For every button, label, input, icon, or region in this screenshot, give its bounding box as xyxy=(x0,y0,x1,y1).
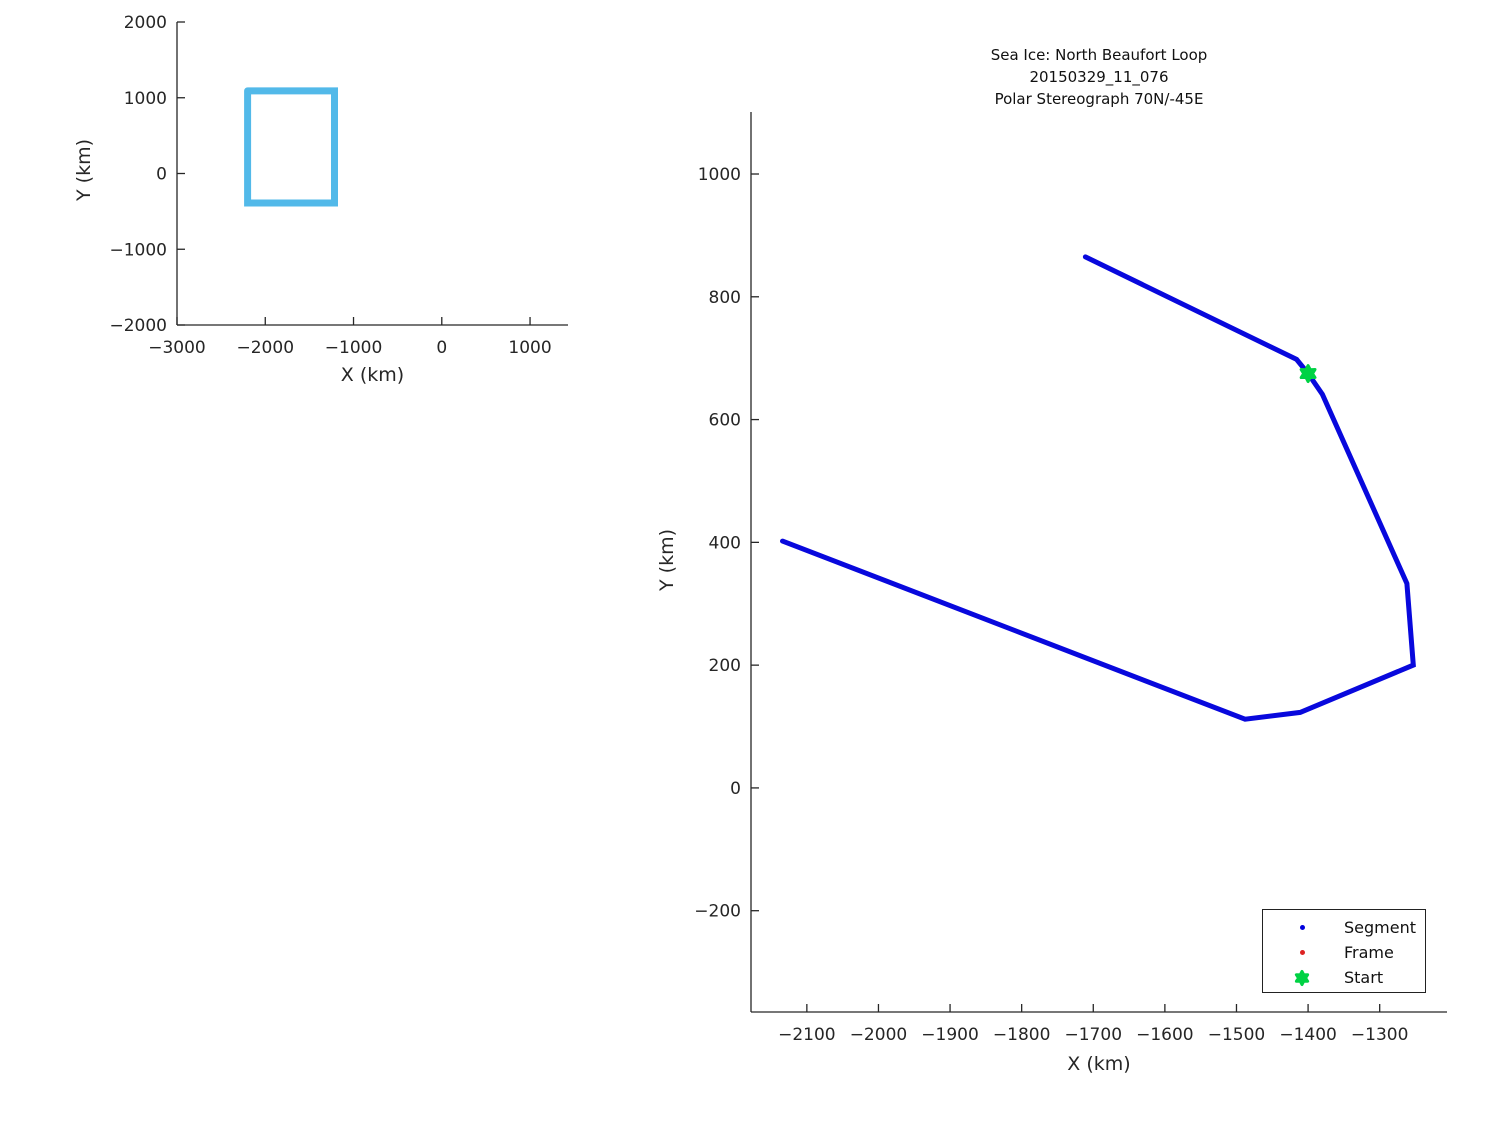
legend-item-frame: Frame xyxy=(1263,940,1425,965)
main-x-tick-label: −1800 xyxy=(993,1025,1051,1045)
main-x-tick-label: −2100 xyxy=(778,1025,836,1045)
main-start-marker xyxy=(1299,364,1317,384)
main-x-tick-label: −1700 xyxy=(1065,1025,1123,1045)
legend-label-segment: Segment xyxy=(1344,918,1416,937)
main-x-axis-label: X (km) xyxy=(1067,1053,1131,1075)
overview-x-tick-label: −2000 xyxy=(237,338,295,358)
main-y-tick-label: 200 xyxy=(709,656,741,676)
chart-title-block: Sea Ice: North Beaufort Loop 20150329_11… xyxy=(751,44,1447,110)
main-y-tick-label: 600 xyxy=(709,411,741,431)
legend-item-start: Start xyxy=(1263,965,1425,990)
legend-item-segment: Segment xyxy=(1263,915,1425,940)
main-series-segment xyxy=(780,254,1416,722)
overview-x-tick-label: −3000 xyxy=(148,338,206,358)
overview-y-tick-label: 2000 xyxy=(124,13,167,33)
chart-subtitle2: Polar Stereograph 70N/-45E xyxy=(994,90,1204,108)
main-y-tick-label: 1000 xyxy=(698,165,741,185)
overview-y-tick-label: 0 xyxy=(156,165,167,185)
overview-x-tick-label: 0 xyxy=(436,338,447,358)
main-x-tick-label: −1600 xyxy=(1136,1025,1194,1045)
main-y-tick-label: 0 xyxy=(730,779,741,799)
overview-y-tick-label: −2000 xyxy=(109,316,167,336)
overview-x-tick-label: 1000 xyxy=(508,338,551,358)
start-marker-icon xyxy=(1272,968,1332,988)
overview-series-loop-outline xyxy=(244,87,338,207)
main-x-tick-label: −1900 xyxy=(921,1025,979,1045)
legend: Segment Frame Start xyxy=(1262,909,1426,993)
overview-y-tick-label: −1000 xyxy=(109,240,167,260)
chart-subtitle: 20150329_11_076 xyxy=(1029,68,1169,86)
main-y-axis-label: Y (km) xyxy=(656,529,678,591)
legend-label-start: Start xyxy=(1344,968,1384,987)
main-x-tick-label: −1300 xyxy=(1351,1025,1409,1045)
overview-y-tick-label: 1000 xyxy=(124,89,167,109)
frame-marker-icon xyxy=(1272,950,1332,955)
chart-title: Sea Ice: North Beaufort Loop xyxy=(990,46,1208,64)
main-x-tick-label: −1400 xyxy=(1279,1025,1337,1045)
legend-label-frame: Frame xyxy=(1344,943,1394,962)
main-y-tick-label: 400 xyxy=(709,533,741,553)
main-x-tick-label: −2000 xyxy=(850,1025,908,1045)
overview-y-axis-label: Y (km) xyxy=(73,139,95,201)
main-y-tick-label: −200 xyxy=(694,902,741,922)
main-x-tick-label: −1500 xyxy=(1208,1025,1266,1045)
overview-x-tick-label: −1000 xyxy=(325,338,383,358)
segment-marker-icon xyxy=(1272,925,1332,930)
main-y-tick-label: 800 xyxy=(709,288,741,308)
overview-x-axis-label: X (km) xyxy=(340,364,405,386)
